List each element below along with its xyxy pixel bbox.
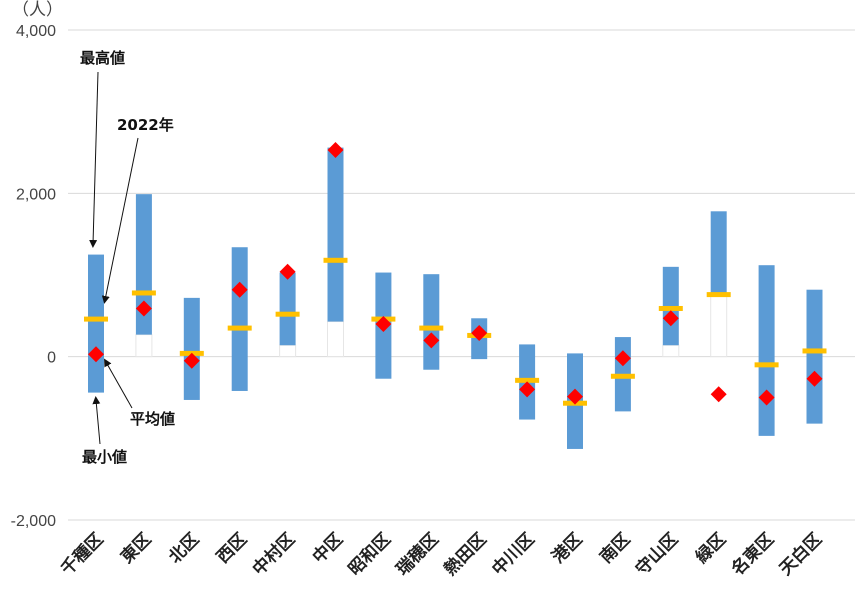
y-axis-ticks: 4,000 2,000 0 -2,000 [11,23,56,530]
year-2022-marker [279,263,296,280]
y-tick-label: 0 [47,350,56,367]
range-bar-baseline [710,294,728,358]
category-label: 熱田区 [440,529,491,580]
category-label: 千種区 [57,529,108,580]
average-mark [658,305,683,311]
year-2022-marker [423,332,440,349]
category-label: 名東区 [727,529,778,580]
average-mark [802,348,827,354]
range-bar [183,297,200,400]
year-2022-marker [471,324,488,341]
year-2022-marker [231,281,248,298]
range-bar [423,274,440,370]
annotation-average-arrow [104,358,133,409]
average-mark [84,316,108,322]
annotation-min-arrow [92,396,101,445]
category-label: 中川区 [488,529,539,580]
range-bar-baseline [279,344,297,358]
range-bar [88,254,104,393]
average-mark [131,290,156,296]
annotation-average: 平均値 [130,410,175,428]
year-2022-marker [183,352,200,369]
category-label: 緑区 [691,529,730,568]
annotations: 最高値 2022年 平均値 最小値 [80,49,175,466]
annotation-2022: 2022年 [117,116,174,134]
range-bar-baseline [327,321,344,358]
y-axis-unit-label: （人） [12,0,63,20]
category-label: 守山区 [631,529,682,580]
range-bar [806,289,823,424]
grid-lines [68,29,855,521]
year-2022-marker [614,350,631,367]
range-bar [231,247,248,391]
year-2022-marker [88,346,104,363]
average-mark [706,292,731,298]
year-2022-marker [710,386,727,403]
year-2022-marker [758,389,775,406]
average-mark [515,377,540,383]
category-label: 天白区 [775,529,826,580]
category-label: 港区 [548,529,587,568]
year-2022-markers [88,142,823,406]
range-bars [88,147,823,449]
year-2022-marker [662,310,679,327]
year-2022-marker [567,388,583,405]
year-2022-marker [806,370,823,387]
year-2022-marker [135,300,152,317]
average-mark [610,373,635,379]
average-mark [275,311,300,317]
y-tick-label: 4,000 [16,23,56,40]
range-bar [135,194,152,335]
category-label: 西区 [213,529,251,567]
category-label: 瑞穂区 [392,529,443,580]
year-2022-marker [519,381,536,398]
annotation-max-arrow [89,71,99,248]
range-bar [710,211,727,296]
y-tick-label: -2,000 [11,513,56,530]
range-bar [279,272,296,346]
category-label: 昭和区 [345,529,395,579]
average-mark [419,325,444,331]
category-label: 東区 [117,529,156,568]
average-mark [754,362,779,368]
range-bar [758,265,775,436]
annotation-2022-arrow [101,137,139,304]
year-2022-marker [375,316,392,332]
year-2022-marker [327,142,344,159]
annotation-max: 最高値 [80,49,125,67]
average-mark [323,257,348,263]
category-label: 南区 [596,529,635,568]
range-bar [327,147,344,322]
category-label: 中村区 [248,529,299,580]
category-label: 中区 [308,529,347,568]
annotation-min: 最小値 [82,448,127,466]
y-tick-label: 2,000 [16,186,56,203]
range-bar-baseline [662,344,680,358]
range-bar-baseline [135,334,153,358]
average-mark [227,325,252,331]
category-label: 北区 [165,529,203,567]
